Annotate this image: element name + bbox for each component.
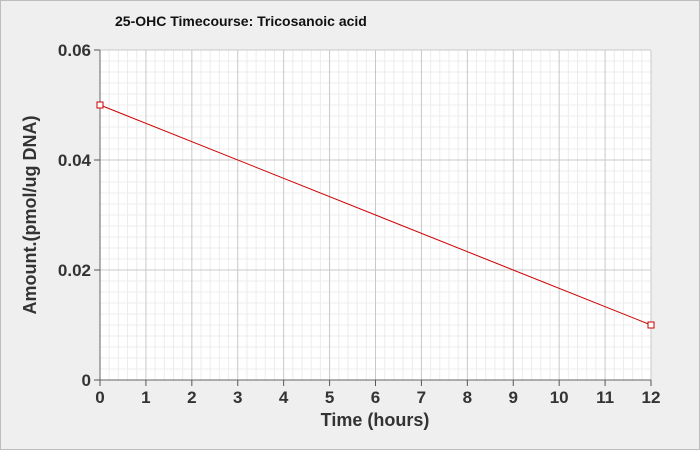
x-tick-label: 12 — [642, 388, 661, 407]
x-tick-label: 11 — [596, 388, 614, 407]
y-axis-ticks: 0 0.02 0.04 0.06 — [58, 41, 100, 390]
x-tick-label: 1 — [141, 388, 150, 407]
y-tick-label: 0.06 — [58, 41, 91, 60]
data-point-marker — [96, 101, 104, 109]
x-axis-ticks: 0 1 2 3 4 5 6 7 8 9 10 11 12 — [95, 380, 660, 407]
x-tick-label: 6 — [371, 388, 380, 407]
y-tick-label: 0.02 — [58, 261, 91, 280]
chart-title: 25-OHC Timecourse: Tricosanoic acid — [115, 13, 367, 29]
x-tick-label: 9 — [509, 388, 518, 407]
x-tick-label: 10 — [550, 388, 569, 407]
x-tick-label: 0 — [95, 388, 104, 407]
x-tick-label: 4 — [279, 388, 289, 407]
data-point-marker — [647, 321, 655, 329]
y-tick-label: 0.04 — [58, 151, 92, 170]
y-axis-label: Amount.(pmol/ug DNA) — [20, 116, 40, 315]
x-axis-label: Time (hours) — [321, 410, 430, 430]
x-tick-label: 3 — [233, 388, 242, 407]
x-tick-label: 8 — [463, 388, 472, 407]
y-tick-label: 0 — [82, 371, 91, 390]
series-line — [99, 104, 652, 326]
x-tick-label: 5 — [325, 388, 334, 407]
x-tick-label: 2 — [187, 388, 196, 407]
x-tick-label: 7 — [417, 388, 426, 407]
series-group — [96, 101, 655, 329]
